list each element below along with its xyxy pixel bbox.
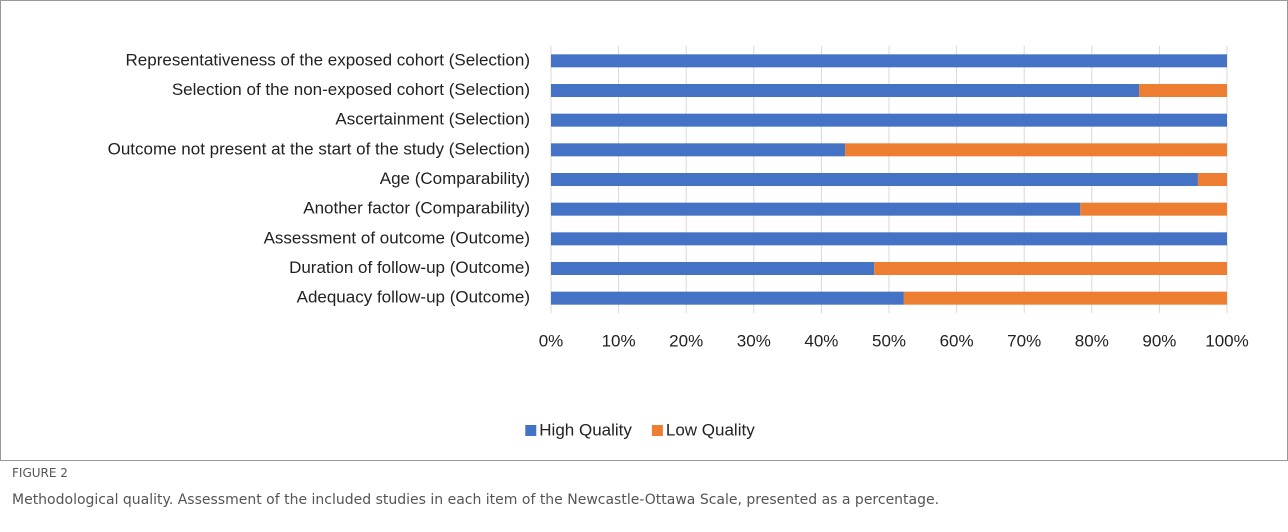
legend-label: Low Quality <box>666 420 755 439</box>
x-tick-label: 20% <box>669 331 703 350</box>
y-tick-label: Adequacy follow-up (Outcome) <box>297 288 530 307</box>
bar-segment <box>551 202 1081 216</box>
bar-segment <box>551 291 904 305</box>
x-tick-label: 40% <box>804 331 838 350</box>
y-tick-label: Ascertainment (Selection) <box>335 110 530 129</box>
bar-segment <box>551 232 1227 246</box>
bar-segment <box>551 84 1140 97</box>
y-tick-label: Assessment of outcome (Outcome) <box>264 228 530 247</box>
bar-segment <box>551 143 846 157</box>
bar-segment <box>551 173 1198 186</box>
y-tick-label: Selection of the non-exposed cohort (Sel… <box>172 80 530 99</box>
chart: 0% 10% 20% 30% 40% 50% 60% 70% 80% 90% 100% Represe… <box>0 0 1288 461</box>
x-tick-label: 80% <box>1075 331 1109 350</box>
x-tick-label: 60% <box>940 331 974 350</box>
x-tick-label: 100% <box>1205 331 1248 350</box>
y-tick-label: Duration of follow-up (Outcome) <box>289 258 530 277</box>
figure-label: FIGURE 2 <box>12 466 68 480</box>
bar-segment <box>1080 202 1227 216</box>
legend-swatch <box>525 425 537 436</box>
x-tick-label: 0% <box>539 331 564 350</box>
y-tick-label: Representativeness of the exposed cohort… <box>126 50 530 69</box>
bar-segment <box>845 143 1227 157</box>
legend-label: High Quality <box>539 420 632 439</box>
x-tick-label: 70% <box>1007 331 1041 350</box>
bar-segment <box>1139 84 1227 97</box>
y-tick-label: Outcome not present at the start of the … <box>108 139 530 158</box>
figure-caption: Methodological quality. Assessment of th… <box>12 492 940 508</box>
y-tick-label: Another factor (Comparability) <box>303 199 530 218</box>
bar-segment <box>874 262 1227 275</box>
x-tick-label: 10% <box>602 331 636 350</box>
bar-segment <box>1197 173 1227 186</box>
chart-frame <box>0 0 1288 461</box>
y-tick-label: Age (Comparability) <box>380 169 530 188</box>
legend-swatch <box>651 425 663 436</box>
x-tick-label: 30% <box>737 331 771 350</box>
x-tick-label: 90% <box>1142 331 1176 350</box>
bar-segment <box>903 291 1227 305</box>
bar-segment <box>551 54 1227 68</box>
bar-segment <box>551 262 875 275</box>
x-tick-label: 50% <box>872 331 906 350</box>
bar-segment <box>551 113 1227 127</box>
